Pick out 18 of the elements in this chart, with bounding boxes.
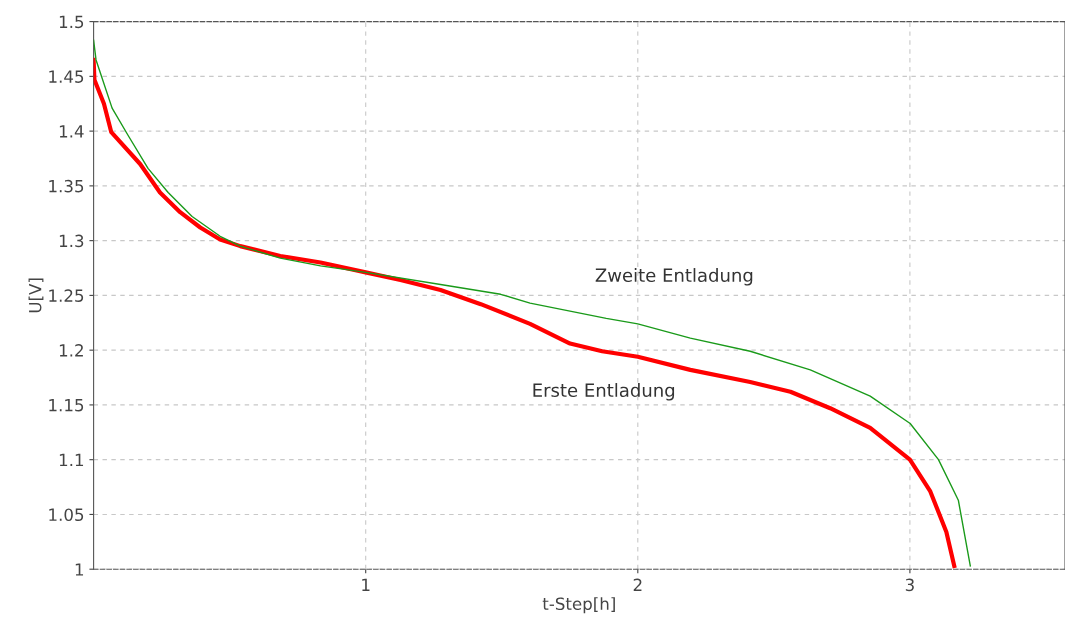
y-axis-title: U[V] — [28, 278, 44, 313]
y-tick-label: 1.3 — [59, 234, 84, 248]
x-tick-label: 2 — [633, 578, 642, 591]
x-tick-label: 3 — [905, 578, 914, 592]
series-label: Erste Entladung — [533, 383, 675, 401]
y-tick-label: 1 — [75, 563, 84, 576]
y-tick-label: 1.2 — [59, 344, 83, 357]
y-tick-label: 1.5 — [59, 15, 84, 29]
x-axis-title: t-Step[h] — [542, 597, 615, 614]
y-tick-label: 1.45 — [49, 70, 84, 83]
y-tick-label: 1.05 — [49, 508, 84, 522]
x-tick-label: 1 — [362, 578, 370, 591]
y-tick-label: 1.25 — [49, 289, 84, 302]
y-tick-label: 1.15 — [49, 399, 84, 412]
y-tick-label: 1.35 — [49, 179, 84, 193]
y-tick-label: 1.4 — [59, 125, 84, 138]
y-tick-label: 1.1 — [59, 453, 84, 467]
series-label: Zweite Entladung — [595, 268, 753, 286]
